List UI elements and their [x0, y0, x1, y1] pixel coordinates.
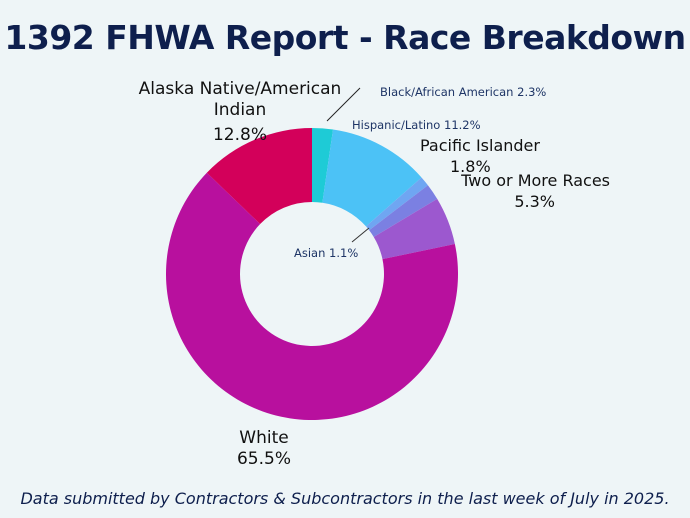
label-white: White 65.5%: [236, 428, 291, 469]
leader-line-asian: [351, 227, 370, 243]
label-alaska-native: Alaska Native/American Indian 12.8%: [110, 79, 370, 146]
slice-asian: [366, 177, 428, 231]
leader-line-black: [326, 87, 361, 122]
label-text: Alaska Native/American Indian: [138, 79, 342, 120]
label-pacific-islander: Pacific Islander 1.8%: [420, 136, 540, 176]
slice-hispanic-latino: [322, 129, 422, 227]
chart-title: 1392 FHWA Report - Race Breakdown: [4, 18, 686, 57]
slice-two-or-more-races: [373, 198, 455, 260]
footer-note: Data submitted by Contractors & Subcontr…: [20, 489, 670, 508]
slice-white: [166, 172, 458, 420]
label-value: 12.8%: [212, 125, 267, 145]
slice-alaska-native-american-indian: [206, 128, 312, 225]
slice-pacific-islander: [369, 185, 438, 237]
label-asian: Asian 1.1%: [294, 246, 359, 260]
label-black: Black/African American 2.3%: [380, 85, 547, 99]
label-hispanic: Hispanic/Latino 11.2%: [352, 118, 481, 132]
slice-black-african-american: [312, 128, 334, 203]
label-two-or-more: Two or More Races 5.3%: [461, 171, 610, 211]
